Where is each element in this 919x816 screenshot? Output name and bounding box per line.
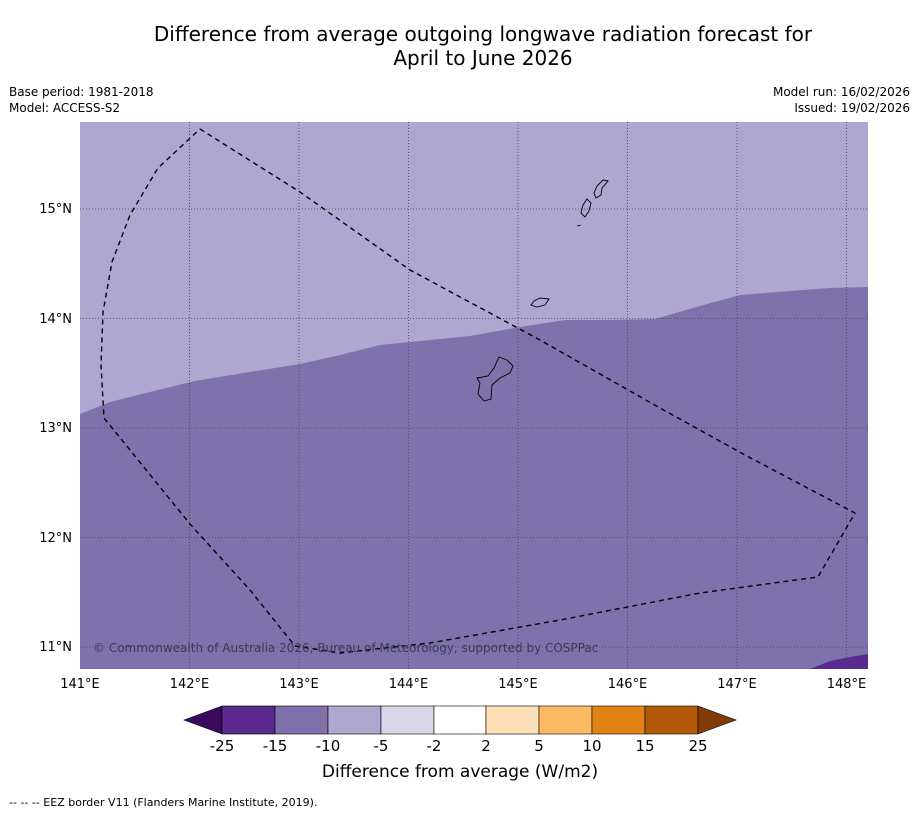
lat-label: 13°N (39, 421, 72, 436)
lat-axis-labels: 15°N 14°N 13°N 12°N 11°N (39, 202, 72, 655)
lat-label: 12°N (39, 531, 72, 546)
island-guam (476, 356, 514, 402)
colorbar-tick-label: 15 (635, 737, 654, 755)
colorbar-tick-label: -10 (316, 737, 341, 755)
island-rota (530, 297, 550, 308)
colorbar (183, 705, 737, 735)
map-figure: © Commonwealth of Australia 2026, Bureau… (39, 122, 868, 755)
colorbar-label: Difference from average (W/m2) (321, 762, 599, 782)
colorbar-tick-label: 5 (534, 737, 544, 755)
base-period: Base period: 1981-2018 (9, 85, 154, 99)
colorbar-bin (327, 705, 382, 735)
colorbar-bin (538, 705, 593, 735)
copyright-text: © Commonwealth of Australia 2026, Bureau… (93, 641, 598, 655)
anomaly-band-mid (80, 287, 868, 669)
islands (476, 179, 609, 402)
colorbar-bin (221, 705, 276, 735)
issued-date: Issued: 19/02/2026 (794, 101, 910, 115)
anomaly-band-dark (810, 654, 868, 669)
colorbar-bin (591, 705, 646, 735)
eez-border (100, 128, 856, 654)
colorbar-ticks: -25 -15 -10 -5 -2 2 5 10 15 25 (210, 737, 708, 755)
model-name: Model: ACCESS-S2 (9, 101, 121, 115)
title-line-1: Difference from average outgoing longwav… (153, 22, 813, 46)
colorbar-tick-label: -15 (263, 737, 288, 755)
lon-label: 142°E (170, 677, 210, 692)
lon-label: 148°E (827, 677, 867, 692)
lon-label: 144°E (389, 677, 429, 692)
lon-label: 146°E (608, 677, 648, 692)
map-area: © Commonwealth of Australia 2026, Bureau… (80, 122, 868, 669)
title-line-2: April to June 2026 (393, 46, 573, 70)
colorbar-tick-label: 2 (481, 737, 491, 755)
lat-label: 15°N (39, 202, 72, 217)
island-tinian (580, 198, 592, 218)
colorbar-tick-label: -5 (374, 737, 389, 755)
island-aguijan (576, 224, 582, 227)
eez-footnote: -- -- -- EEZ border V11 (Flanders Marine… (9, 796, 318, 809)
model-run: Model run: 16/02/2026 (772, 85, 910, 99)
colorbar-extend-low (183, 705, 223, 735)
island-saipan (593, 179, 609, 199)
lon-axis-labels: 141°E 142°E 143°E 144°E 145°E 146°E 147°… (60, 677, 866, 692)
colorbar-bin (644, 705, 699, 735)
grid-lines (80, 122, 868, 669)
meta-right: Model run: 16/02/2026 Issued: 19/02/2026 (773, 84, 910, 116)
chart-title: Difference from average outgoing longwav… (40, 22, 919, 70)
lon-label: 141°E (60, 677, 100, 692)
lat-label: 11°N (39, 640, 72, 655)
colorbar-tick-label: 10 (582, 737, 601, 755)
colorbar-tick-label: -25 (210, 737, 235, 755)
colorbar-bin (274, 705, 329, 735)
lon-label: 143°E (279, 677, 319, 692)
colorbar-tick-label: 25 (688, 737, 707, 755)
lon-label: 147°E (717, 677, 757, 692)
colorbar-bin (380, 705, 435, 735)
meta-left: Base period: 1981-2018 Model: ACCESS-S2 (9, 84, 154, 116)
colorbar-tick-label: -2 (427, 737, 442, 755)
lat-label: 14°N (39, 312, 72, 327)
colorbar-bin (485, 705, 540, 735)
lon-label: 145°E (498, 677, 538, 692)
colorbar-extend-high (697, 705, 737, 735)
colorbar-bin (433, 705, 487, 735)
